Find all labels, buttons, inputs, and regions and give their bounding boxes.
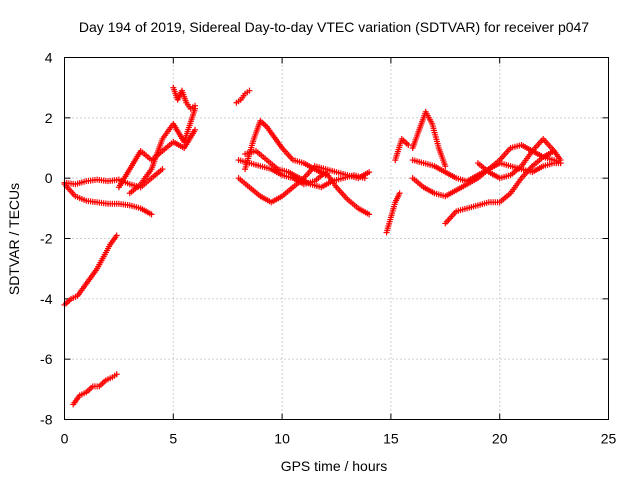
x-tick-label: 5 — [169, 431, 177, 447]
series-arc-m — [383, 190, 403, 236]
data-point — [396, 190, 403, 197]
series-arc-d — [126, 105, 199, 197]
series-arc-g — [70, 371, 120, 408]
data-point — [366, 169, 373, 176]
series-arc-l — [242, 148, 368, 191]
chart-title: Day 194 of 2019, Sidereal Day-to-day VTE… — [79, 19, 589, 35]
x-axis-label: GPS time / hours — [281, 458, 388, 474]
x-tick-label: 0 — [61, 431, 69, 447]
series-arc-c — [115, 126, 199, 191]
series-arc-e — [170, 84, 199, 112]
y-tick-label: 4 — [45, 50, 53, 66]
axis-ticks: 0 5 10 15 20 25 -8 -6 -4 -2 0 2 4 — [40, 50, 616, 447]
series-arc-a — [61, 181, 155, 218]
data-point — [113, 232, 120, 239]
plot-frame — [64, 57, 609, 420]
data-point — [557, 157, 564, 164]
x-tick-label: 20 — [492, 431, 508, 447]
series-arc-f — [61, 232, 120, 308]
data-point — [405, 141, 412, 148]
x-tick-label: 10 — [274, 431, 290, 447]
data-point — [322, 172, 329, 179]
series-arc-s — [474, 135, 564, 182]
data-point — [361, 175, 368, 182]
data-points — [61, 84, 564, 408]
data-point — [159, 166, 166, 173]
y-tick-label: -8 — [40, 412, 53, 428]
data-point — [113, 371, 120, 378]
series-arc-i — [235, 157, 373, 218]
x-tick-label: 25 — [601, 431, 617, 447]
series-arc-h — [233, 87, 253, 106]
series-arc-n — [392, 135, 412, 164]
y-axis-label: SDTVAR / TECUs — [6, 183, 22, 295]
data-point — [148, 211, 155, 218]
series-arc-r — [442, 148, 558, 227]
y-tick-label: 2 — [45, 110, 53, 126]
data-point — [192, 102, 199, 109]
grid — [64, 57, 609, 420]
y-tick-label: -4 — [40, 291, 53, 307]
series-arc-k — [242, 117, 329, 179]
x-tick-label: 15 — [383, 431, 399, 447]
series-arc-o — [409, 108, 449, 170]
data-point — [192, 126, 199, 133]
data-point — [442, 163, 449, 170]
y-tick-label: -2 — [40, 231, 53, 247]
data-point — [246, 87, 253, 94]
data-point — [366, 211, 373, 218]
y-tick-label: -6 — [40, 351, 53, 367]
y-tick-label: 0 — [45, 170, 53, 186]
